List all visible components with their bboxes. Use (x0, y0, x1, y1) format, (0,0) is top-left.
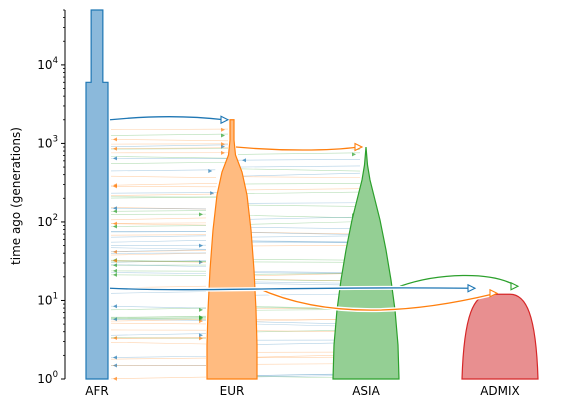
migration-line (111, 194, 214, 195)
migration-line (238, 217, 360, 220)
y-tick-label: 104 (37, 56, 58, 72)
migration-arrowhead (113, 224, 117, 228)
y-tick-label: 102 (37, 213, 58, 229)
migration-arrowhead (242, 158, 246, 162)
migration-arrowhead (199, 212, 203, 216)
migration-line (111, 211, 206, 212)
migration-arrowhead (113, 377, 117, 381)
population-shape-afr (86, 10, 108, 379)
migration-line (238, 222, 360, 225)
y-tick-label: 100 (37, 370, 58, 386)
migration-line (238, 236, 360, 237)
y-axis: 100 101 102 103 104 (37, 10, 65, 386)
migration-line (238, 245, 360, 246)
migration-line (111, 156, 228, 158)
migration-line (238, 227, 360, 229)
migration-line (238, 166, 360, 167)
split-arrowhead-afr-eur (221, 116, 228, 123)
migration-line (238, 183, 360, 184)
migration-arrowhead (199, 336, 203, 340)
migration-line (111, 356, 206, 357)
migration-line (238, 173, 360, 176)
population-shape-asia (333, 147, 399, 379)
y-tick-label: 103 (37, 134, 58, 150)
migration-line (111, 273, 206, 274)
migration-line (111, 134, 228, 136)
migration-line (238, 169, 360, 171)
migration-line (111, 240, 206, 242)
y-tick-label: 101 (37, 291, 58, 307)
migration-arrowhead (113, 147, 117, 151)
x-label-eur: EUR (220, 384, 245, 398)
migration-line (238, 259, 360, 260)
migration-arrowhead (113, 206, 117, 210)
migration-arrowhead (113, 336, 117, 340)
migration-arrowhead (113, 304, 117, 308)
migration-arrowhead (221, 151, 225, 155)
migration-line (111, 193, 217, 194)
x-axis-labels: AFR EUR ASIA ADMIX (85, 384, 520, 398)
migration-arrowhead (113, 137, 117, 141)
migration-line (238, 192, 360, 194)
migration-line (111, 377, 206, 379)
migration-arrowhead (221, 142, 225, 146)
migration-line (238, 203, 360, 204)
migration-line (111, 306, 206, 308)
migration-line (111, 183, 217, 185)
migration-line (111, 342, 206, 344)
migration-arrowhead (199, 244, 203, 248)
migration-arrowhead (221, 128, 225, 132)
migration-line (111, 208, 206, 209)
x-label-admix: ADMIX (480, 384, 520, 398)
migration-line (111, 292, 206, 294)
migration-line (111, 318, 206, 319)
migration-line (238, 177, 360, 178)
migration-line (111, 334, 206, 336)
migration-line (111, 139, 228, 140)
migration-line (238, 189, 360, 190)
migration-line (111, 236, 206, 237)
migration-line (111, 224, 206, 225)
admix-arrowhead-afr (468, 285, 475, 292)
migration-line (238, 159, 360, 160)
migration-arrowhead (210, 191, 214, 195)
migration-line (238, 153, 360, 155)
migration-line (111, 308, 206, 310)
migration-line (111, 275, 206, 276)
migration-line (111, 176, 216, 178)
y-axis-title: time ago (generations) (9, 127, 23, 265)
event-arrows (110, 116, 518, 310)
x-label-afr: AFR (85, 384, 108, 398)
migration-arrowhead (113, 273, 117, 277)
migration-line (238, 205, 360, 206)
migration-line (111, 323, 206, 324)
migration-line (111, 226, 206, 227)
migration-line (111, 162, 228, 163)
migration-line (111, 145, 228, 147)
migration-line (111, 358, 206, 359)
migration-arrowhead (113, 156, 117, 160)
migration-line (111, 170, 215, 171)
migration-arrowhead (199, 308, 203, 312)
migration-arrowhead (113, 263, 117, 267)
population-shape-admix (462, 294, 538, 379)
admix-arrowhead-asia (511, 283, 518, 290)
migration-line (111, 129, 228, 130)
migration-line (111, 218, 206, 220)
x-label-asia: ASIA (352, 384, 380, 398)
migration-line (111, 248, 206, 250)
